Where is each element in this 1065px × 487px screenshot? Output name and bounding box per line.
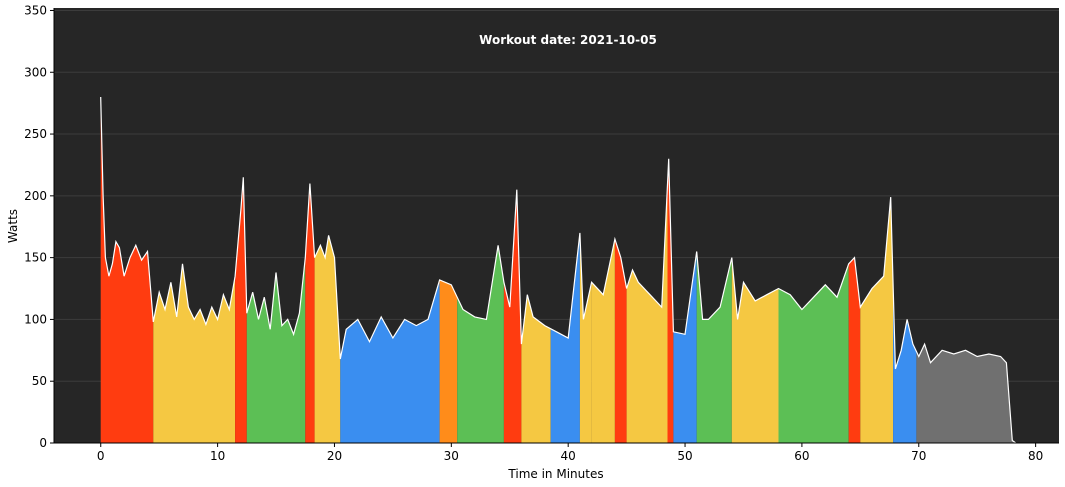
zone-area-blue	[673, 251, 697, 443]
power-zone-areas	[100, 97, 1016, 444]
x-tick-label: 80	[1028, 449, 1043, 463]
zone-area-yellow	[731, 257, 779, 443]
zone-area-red	[305, 183, 315, 443]
x-tick-label: 70	[911, 449, 926, 463]
zone-area-red	[667, 158, 674, 444]
zone-area-yellow	[153, 263, 236, 443]
zone-area-blue	[550, 232, 580, 443]
y-tick-label: 100	[24, 312, 47, 326]
axes	[53, 8, 1059, 444]
zone-area-blue	[340, 279, 440, 443]
power-series-line	[100, 96, 1017, 444]
x-tick-label: 0	[97, 449, 105, 463]
x-tick-label: 10	[210, 449, 225, 463]
x-tick-label: 20	[327, 449, 342, 463]
y-tick-label: 250	[24, 127, 47, 141]
chart-title: Workout date: 2021-10-05	[479, 33, 657, 47]
zone-area-yellow	[579, 232, 592, 443]
zone-area-red	[100, 97, 154, 443]
x-tick-label: 30	[444, 449, 459, 463]
zone-area-red	[848, 257, 861, 443]
y-tick-label: 50	[32, 374, 47, 388]
y-axis-ticks: 0 50 100 150 200 250 300 350	[24, 3, 54, 450]
zone-area-green	[696, 251, 732, 443]
zone-area-green	[457, 245, 504, 443]
x-tick-label: 60	[794, 449, 809, 463]
zone-area-yellow	[591, 239, 615, 443]
zone-area-red	[503, 189, 522, 443]
zone-area-red	[614, 239, 627, 443]
y-tick-label: 300	[24, 65, 47, 79]
zone-area-yellow	[626, 183, 668, 443]
zone-area-green	[778, 263, 849, 443]
x-axis-label: Time in Minutes	[507, 467, 603, 481]
x-tick-label: 40	[561, 449, 576, 463]
zone-area-yellow	[860, 197, 894, 443]
y-axis-label: Watts	[6, 209, 20, 243]
y-tick-label: 0	[39, 436, 47, 450]
zone-area-green	[246, 257, 306, 443]
x-axis-ticks: 0 10 20 30 40 50 60 70 80	[97, 443, 1043, 463]
y-tick-label: 150	[24, 251, 47, 265]
zone-area-orange	[439, 279, 458, 443]
x-tick-label: 50	[677, 449, 692, 463]
power-line	[100, 96, 1017, 444]
zone-area-gray	[916, 344, 1016, 443]
zone-area-yellow	[314, 235, 341, 443]
zone-area-blue	[893, 283, 917, 443]
y-tick-label: 200	[24, 189, 47, 203]
y-tick-label: 350	[24, 3, 47, 17]
zone-area-yellow	[521, 294, 551, 443]
